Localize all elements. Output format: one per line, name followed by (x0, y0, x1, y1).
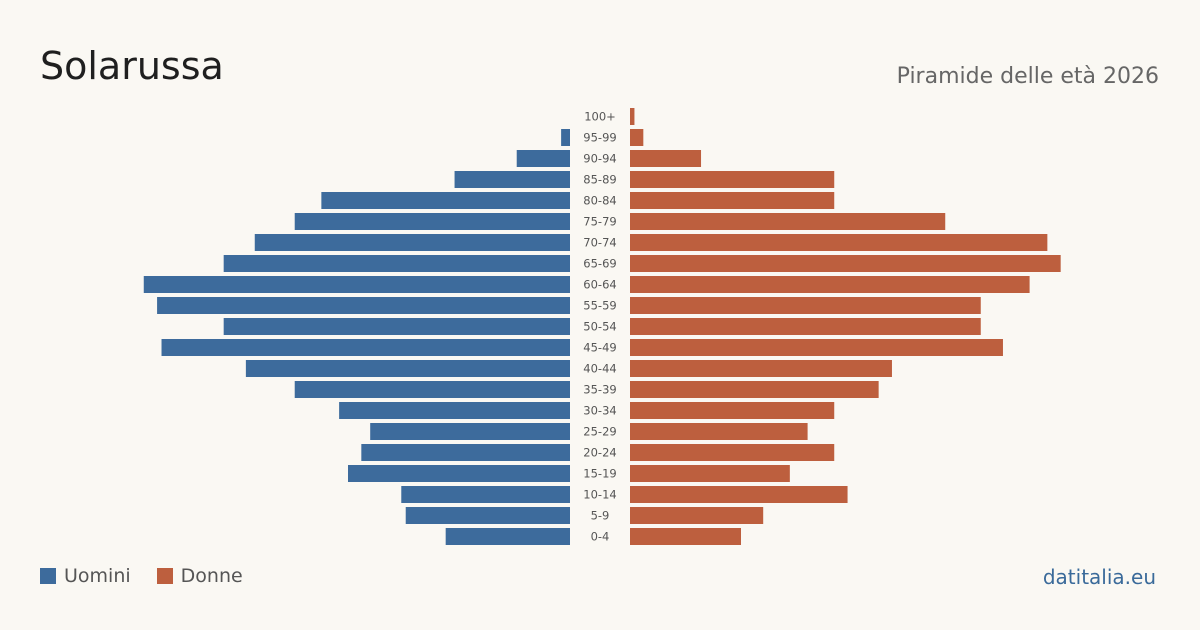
bar-men-20-24 (361, 444, 570, 461)
legend-swatch-men (40, 568, 56, 584)
age-label-75-79: 75-79 (583, 215, 616, 229)
bar-men-65-69 (223, 255, 570, 272)
bar-men-55-59 (157, 297, 570, 314)
bar-men-70-74 (254, 234, 570, 251)
bar-women-5-9 (630, 507, 764, 524)
age-label-60-64: 60-64 (583, 278, 616, 292)
age-label-95-99: 95-99 (583, 131, 616, 145)
age-label-50-54: 50-54 (583, 320, 616, 334)
source-link[interactable]: datitalia.eu (1042, 565, 1156, 589)
bar-women-45-49 (630, 339, 1003, 356)
age-label-20-24: 20-24 (583, 446, 616, 460)
bar-men-95-99 (561, 129, 570, 146)
bar-men-35-39 (294, 381, 570, 398)
age-label-45-49: 45-49 (583, 341, 616, 355)
bar-women-0-4 (630, 528, 741, 545)
age-label-40-44: 40-44 (583, 362, 616, 376)
bar-women-85-89 (630, 171, 835, 188)
age-label-25-29: 25-29 (583, 425, 616, 439)
bar-men-80-84 (321, 192, 570, 209)
age-label-90-94: 90-94 (583, 152, 616, 166)
bar-women-55-59 (630, 297, 981, 314)
bar-women-80-84 (630, 192, 835, 209)
bar-men-50-54 (223, 318, 570, 335)
age-label-10-14: 10-14 (583, 488, 616, 502)
bar-women-20-24 (630, 444, 835, 461)
bar-women-95-99 (630, 129, 644, 146)
bar-men-15-19 (348, 465, 570, 482)
bar-women-25-29 (630, 423, 808, 440)
legend-label-women: Donne (180, 565, 243, 587)
chart-title: Solarussa (40, 44, 224, 88)
legend-swatch-women (156, 568, 173, 584)
bar-women-50-54 (630, 318, 981, 335)
bar-women-60-64 (630, 276, 1030, 293)
age-label-65-69: 65-69 (583, 257, 616, 271)
bar-men-90-94 (516, 150, 570, 167)
age-label-15-19: 15-19 (583, 467, 616, 481)
bar-women-100+ (630, 108, 635, 125)
bar-men-10-14 (401, 486, 570, 503)
age-label-80-84: 80-84 (583, 194, 616, 208)
legend: Uomini Donne (40, 565, 269, 587)
legend-label-men: Uomini (64, 565, 131, 587)
age-label-70-74: 70-74 (583, 236, 616, 250)
bar-women-90-94 (630, 150, 702, 167)
bar-women-75-79 (630, 213, 946, 230)
age-label-55-59: 55-59 (583, 299, 616, 313)
age-label-35-39: 35-39 (583, 383, 616, 397)
bar-men-25-29 (370, 423, 570, 440)
legend-item-women: Donne (156, 565, 243, 587)
bar-men-45-49 (161, 339, 570, 356)
bar-women-15-19 (630, 465, 790, 482)
age-label-100+: 100+ (584, 110, 616, 124)
age-label-85-89: 85-89 (583, 173, 616, 187)
bar-men-75-79 (294, 213, 570, 230)
bar-men-0-4 (445, 528, 570, 545)
age-label-0-4: 0-4 (591, 530, 610, 544)
bar-women-70-74 (630, 234, 1048, 251)
bar-women-30-34 (630, 402, 835, 419)
age-label-5-9: 5-9 (591, 509, 610, 523)
bar-men-60-64 (143, 276, 570, 293)
legend-item-men: Uomini (40, 565, 131, 587)
bar-men-40-44 (245, 360, 570, 377)
bar-women-35-39 (630, 381, 879, 398)
age-label-30-34: 30-34 (583, 404, 616, 418)
chart-subtitle: Piramide delle età 2026 (896, 64, 1159, 89)
bar-men-5-9 (405, 507, 570, 524)
bar-women-40-44 (630, 360, 892, 377)
bar-men-85-89 (454, 171, 570, 188)
bar-women-10-14 (630, 486, 848, 503)
bar-women-65-69 (630, 255, 1061, 272)
bar-men-30-34 (339, 402, 570, 419)
